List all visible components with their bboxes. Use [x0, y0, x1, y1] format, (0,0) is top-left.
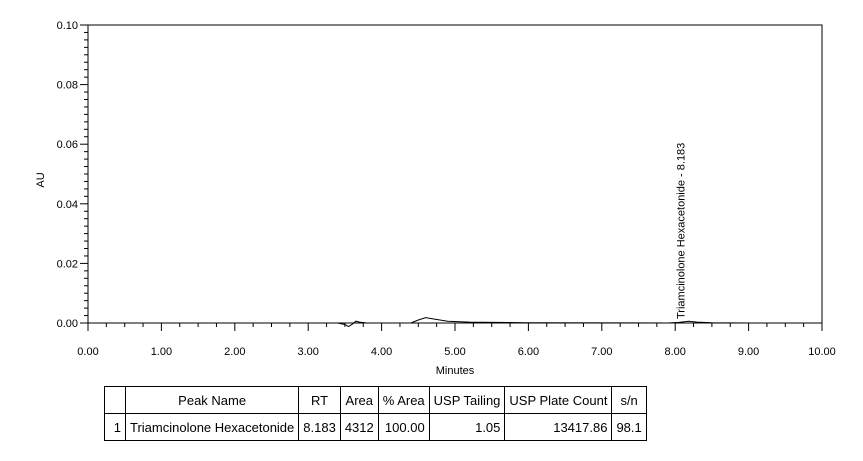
header-cell: Peak Name: [124, 386, 300, 414]
peak-label: Triamcinolone Hexacetonide - 8.183: [676, 143, 688, 319]
data-cell: 1.05: [428, 413, 506, 441]
header-cell: Area: [339, 386, 379, 414]
x-tick-label: 3.00: [297, 346, 318, 358]
data-cell: 8.183: [298, 413, 341, 441]
data-cell: Triamcinolone Hexacetonide: [124, 413, 300, 441]
y-tick-label: 0.06: [57, 139, 78, 151]
peak-table: Peak Name RT Area% Area USP Tailing USP Plat…: [104, 386, 647, 441]
plot-frame: [87, 24, 823, 324]
header-cell: USP Tailing: [428, 386, 506, 414]
x-tick-label: 6.00: [518, 346, 539, 358]
header-row: Peak Name RT Area% Area USP Tailing USP Plat…: [104, 386, 647, 414]
header-cell: USP Plate Count: [504, 386, 613, 414]
y-tick-label: 0.00: [57, 318, 78, 330]
x-tick-label: 4.00: [371, 346, 392, 358]
header-cell: % Area: [377, 386, 430, 414]
y-tick-label: 0.10: [57, 20, 78, 32]
y-axis-label: AU: [35, 172, 47, 187]
data-cell: 98.1: [611, 413, 647, 441]
y-tick-label: 0.02: [57, 258, 78, 270]
x-tick-label: 2.00: [224, 346, 245, 358]
chart: AU Minutes 0.00 0.02 0.04 0.06 0.08 0.10 0.00 1…: [35, 20, 836, 377]
data-row: 1 Triamcinolone Hexacetonide 8.183 4312 100.…: [104, 413, 647, 441]
x-tick-label: 10.00: [808, 346, 836, 358]
data-cell: 1: [104, 413, 126, 441]
header-cell: [104, 386, 126, 414]
header-cell: RT: [298, 386, 341, 414]
y-tick-label: 0.04: [57, 199, 78, 211]
x-tick-label: 7.00: [591, 346, 612, 358]
data-cell: 13417.86: [504, 413, 613, 441]
data-cell: 4312: [339, 413, 379, 441]
trace: [88, 317, 822, 328]
x-tick-label: 1.00: [151, 346, 172, 358]
header-cell: s/n: [611, 386, 647, 414]
y-tick-label: 0.08: [57, 80, 78, 92]
x-axis-label: Minutes: [436, 365, 475, 377]
x-tick-label: 5.00: [444, 346, 465, 358]
x-tick-label: 8.00: [664, 346, 685, 358]
x-tick-label: 9.00: [738, 346, 759, 358]
x-tick-label: 0.00: [77, 346, 98, 358]
data-cell: 100.00: [377, 413, 430, 441]
